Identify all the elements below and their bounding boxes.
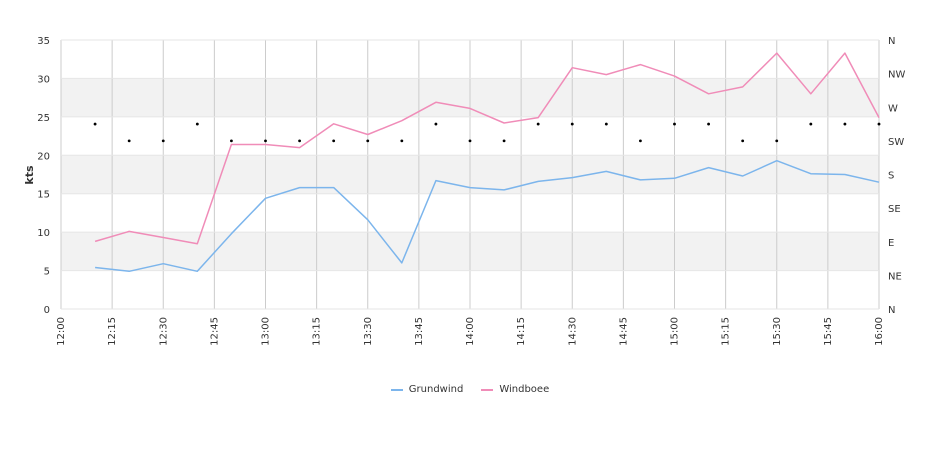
direction-marker (809, 122, 813, 126)
x-tick-label: 13:15 (312, 317, 323, 346)
x-tick-label: 15:30 (772, 317, 783, 346)
direction-tick-label: W (888, 103, 898, 114)
x-tick-label: 15:15 (721, 317, 732, 346)
direction-marker (434, 122, 438, 126)
y-tick-label: 25 (37, 113, 50, 124)
direction-tick-label: SE (888, 204, 901, 215)
y-tick-label: 30 (37, 74, 50, 85)
legend-swatch-grundwind (390, 388, 403, 391)
direction-marker (741, 139, 745, 143)
direction-marker (536, 122, 540, 126)
direction-marker (673, 122, 676, 126)
x-axis-tick-labels: 12:00 12:15 12:30 12:45 13:00 13:15 13:30 13:45… (56, 317, 885, 346)
x-tick-label: 13:30 (363, 317, 374, 346)
direction-tick-label: S (888, 171, 894, 182)
direction-axis-tick-labels: N NE E SE S SW W NW N (888, 36, 905, 316)
x-tick-label: 12:15 (107, 317, 118, 346)
series-lines (94, 52, 880, 273)
direction-marker (127, 139, 131, 143)
direction-marker (604, 122, 608, 126)
direction-marker (468, 139, 472, 143)
y-tick-label: 15 (37, 190, 50, 201)
direction-marker (230, 139, 233, 143)
direction-tick-label: N (888, 36, 895, 47)
legend-label-grundwind: Grundwind (408, 384, 464, 395)
direction-marker (332, 139, 336, 143)
direction-marker (366, 139, 370, 143)
direction-marker (775, 139, 779, 143)
direction-marker (400, 139, 404, 143)
y-tick-label: 0 (44, 305, 50, 316)
direction-marker (502, 139, 506, 143)
series-line-windboee (94, 52, 880, 245)
direction-marker (298, 139, 301, 143)
direction-marker (570, 122, 574, 126)
x-tick-label: 15:45 (823, 317, 834, 346)
x-tick-label: 14:15 (516, 317, 527, 346)
y-tick-label: 5 (44, 267, 50, 278)
legend-label-windboee: Windboee (499, 384, 550, 395)
x-tick-label: 13:00 (261, 317, 272, 346)
direction-tick-label: E (888, 238, 894, 249)
direction-marker (195, 122, 199, 126)
legend-item-windboee[interactable]: Windboee (481, 384, 549, 395)
y-axis-label: kts (23, 165, 36, 185)
y-tick-label: 20 (37, 151, 50, 162)
x-tick-label: 14:45 (618, 317, 629, 346)
x-tick-label: 14:30 (567, 317, 578, 346)
y-tick-label: 35 (37, 36, 50, 47)
x-tick-label: 15:00 (670, 317, 681, 346)
x-tick-label: 12:45 (209, 317, 220, 346)
direction-marker (639, 139, 642, 143)
series-line-grundwind (95, 159, 880, 273)
direction-marker (877, 122, 881, 126)
direction-tick-label: NE (888, 271, 902, 282)
direction-tick-label: NW (888, 70, 905, 81)
y-tick-label: 10 (37, 228, 50, 239)
direction-tick-label: SW (888, 137, 904, 148)
direction-marker (161, 139, 165, 143)
legend-item-grundwind[interactable]: Grundwind (390, 384, 464, 395)
x-tick-label: 12:30 (158, 317, 169, 346)
direction-markers (93, 122, 881, 143)
direction-tick-label: N (888, 305, 895, 316)
x-tick-label: 14:00 (465, 317, 476, 346)
x-tick-label: 12:00 (56, 317, 67, 346)
direction-marker (707, 122, 710, 126)
x-tick-label: 16:00 (874, 317, 885, 346)
legend: Grundwind Windboee (0, 384, 940, 395)
legend-swatch-windboee (481, 388, 494, 391)
x-tick-label: 13:45 (414, 317, 425, 346)
horizontal-gridlines (61, 39, 879, 310)
direction-marker (843, 122, 847, 126)
direction-marker (93, 122, 97, 126)
direction-marker (264, 139, 267, 143)
y-axis-tick-labels: 0 5 10 15 20 25 30 35 (37, 36, 50, 316)
